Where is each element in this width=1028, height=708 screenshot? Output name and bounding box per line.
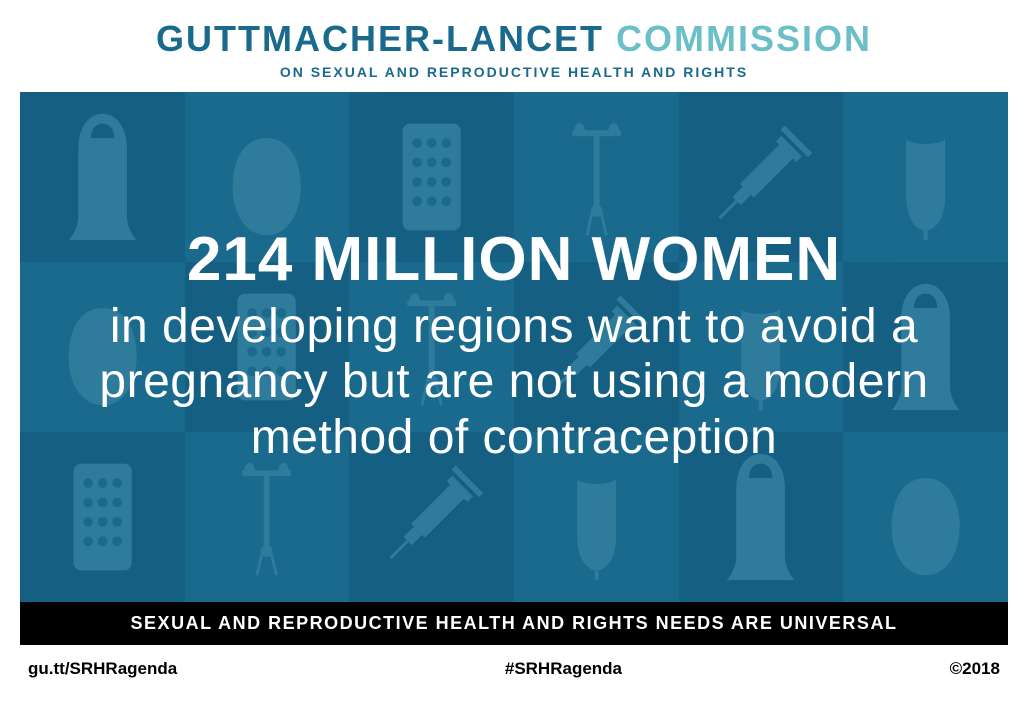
body-text: in developing regions want to avoid a pr…: [50, 299, 978, 465]
main-title: GUTTMACHER-LANCET COMMISSION: [0, 18, 1028, 60]
footer-hashtag: #SRHRagenda: [505, 659, 622, 679]
header: GUTTMACHER-LANCET COMMISSION ON SEXUAL A…: [0, 0, 1028, 92]
title-part-2: COMMISSION: [604, 18, 872, 59]
main-panel: 214 MILLION WOMEN in developing regions …: [20, 92, 1008, 602]
footer-copyright: ©2018: [950, 659, 1000, 679]
title-part-1: GUTTMACHER-LANCET: [156, 18, 604, 59]
header-subtitle: ON SEXUAL AND REPRODUCTIVE HEALTH AND RI…: [0, 64, 1028, 80]
headline-stat: 214 MILLION WOMEN: [50, 229, 978, 291]
tagline-bar: SEXUAL AND REPRODUCTIVE HEALTH AND RIGHT…: [20, 602, 1008, 645]
main-text-block: 214 MILLION WOMEN in developing regions …: [20, 229, 1008, 465]
footer-url: gu.tt/SRHRagenda: [28, 659, 177, 679]
footer: gu.tt/SRHRagenda #SRHRagenda ©2018: [0, 645, 1028, 679]
